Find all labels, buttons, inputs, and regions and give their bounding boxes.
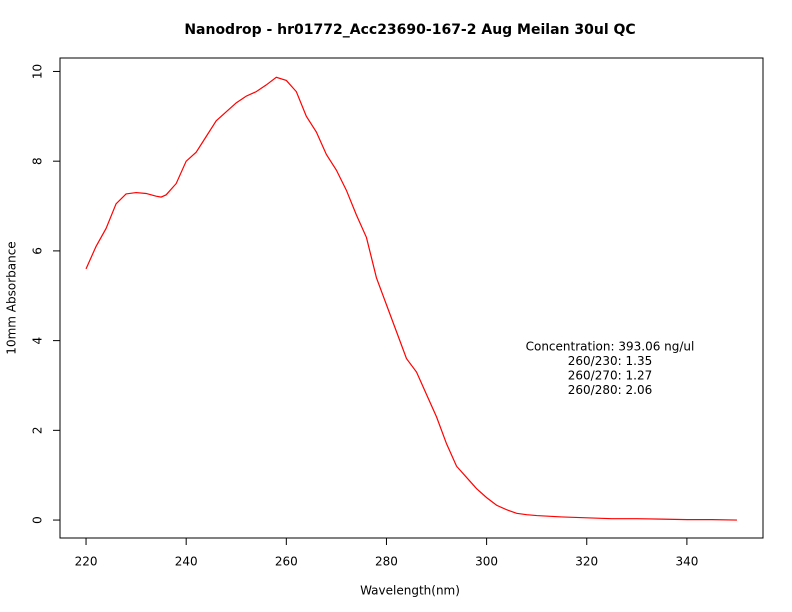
y-tick-label: 4 xyxy=(31,337,45,345)
x-axis-label: Wavelength(nm) xyxy=(360,584,460,598)
annotation: 260/230: 1.35 xyxy=(568,354,652,368)
annotation: Concentration: 393.06 ng/ul xyxy=(526,340,695,354)
x-tick-label: 280 xyxy=(375,555,398,569)
y-tick-label: 0 xyxy=(31,516,45,524)
x-tick-label: 340 xyxy=(675,555,698,569)
y-axis-label: 10mm Absorbance xyxy=(5,241,19,354)
y-tick-label: 2 xyxy=(31,427,45,435)
data-line xyxy=(85,76,737,521)
x-tick-label: 240 xyxy=(175,555,198,569)
y-tick-label: 6 xyxy=(31,247,45,255)
y-tick-label: 8 xyxy=(31,157,45,165)
plot-frame xyxy=(59,57,764,539)
x-tick-label: 320 xyxy=(575,555,598,569)
chart-title: Nanodrop - hr01772_Acc23690-167-2 Aug Me… xyxy=(184,22,635,38)
y-tick-label: 10 xyxy=(31,64,45,79)
x-tick-label: 260 xyxy=(275,555,298,569)
x-tick-label: 300 xyxy=(475,555,498,569)
x-tick-label: 220 xyxy=(75,555,98,569)
annotation: 260/270: 1.27 xyxy=(568,369,652,383)
annotation: 260/280: 2.06 xyxy=(568,383,652,397)
